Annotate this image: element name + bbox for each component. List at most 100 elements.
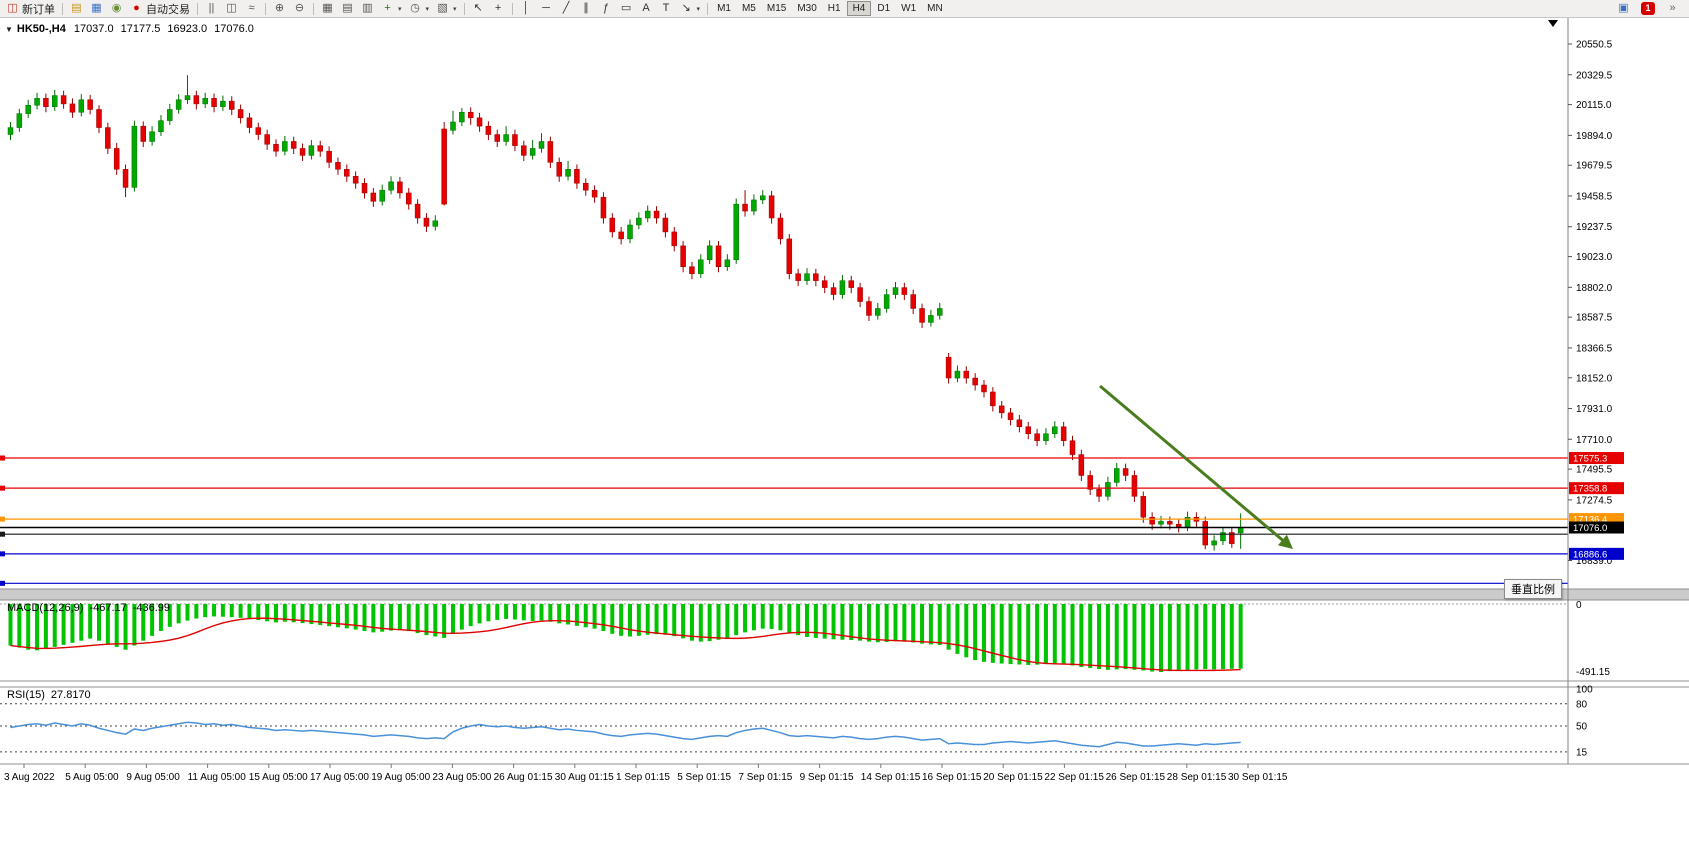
candlestick (414, 199, 421, 224)
chart-collapse-icon[interactable]: ▼ (5, 25, 13, 34)
chart-bars-icon[interactable]: || (202, 1, 221, 17)
candlestick (1220, 526, 1226, 546)
candlestick (724, 254, 731, 271)
zoom-out-icon[interactable]: ⊖ (290, 1, 309, 17)
candle-body (1237, 527, 1244, 534)
timeframe-button-w1[interactable]: W1 (901, 3, 917, 14)
time-axis-label: 30 Sep 01:15 (1228, 772, 1288, 783)
macd-histogram-bar (566, 604, 571, 625)
cursor-icon[interactable]: ↖ (469, 1, 488, 17)
trendline-icon[interactable]: ╱ (557, 1, 576, 17)
data-window-icon[interactable]: ▦ (87, 1, 106, 17)
candlestick (1211, 535, 1217, 551)
line-handle[interactable] (0, 551, 5, 557)
chart-candles-icon[interactable]: ◫ (222, 1, 241, 17)
indicators-add-icon[interactable]: + ▾ (378, 1, 405, 17)
timeframe-button-m5[interactable]: M5 (741, 3, 756, 14)
line-handle[interactable] (0, 531, 5, 537)
vertical-scale-tooltip: 垂直比例 (1504, 579, 1562, 599)
time-axis-label: 14 Sep 01:15 (861, 772, 921, 783)
line-handle[interactable] (0, 485, 5, 491)
channel-icon[interactable]: ∥ (577, 1, 596, 17)
chart-line-icon[interactable]: ≈ (242, 1, 261, 17)
text-icon[interactable]: A (637, 1, 656, 17)
trendline-icon: ╱ (562, 2, 570, 14)
timeframe-button-m15[interactable]: M15 (766, 3, 787, 14)
macd-histogram-bar (982, 604, 986, 662)
arrows-icon[interactable]: ↘ ▾ (677, 1, 704, 17)
new-chart-icon[interactable]: ▣ (1614, 1, 1633, 17)
auto-trading-button[interactable]: ● 自动交易 (127, 1, 193, 17)
candle-body (1016, 419, 1023, 428)
text-label-icon[interactable]: T (657, 1, 676, 17)
macd-histogram-bar (318, 604, 323, 626)
candle-body (1069, 440, 1076, 455)
price-axis-label: 19894.0 (1576, 131, 1613, 142)
macd-histogram-bar (132, 604, 137, 646)
navigator-icon[interactable]: ◉ (107, 1, 126, 17)
line-handle[interactable] (0, 580, 5, 586)
candle-body (1211, 540, 1217, 546)
price-axis-label: 17274.5 (1576, 495, 1613, 506)
shapes-icon[interactable]: ▭ (617, 1, 636, 17)
candlestick (963, 366, 970, 384)
timeframe-button-m30[interactable]: M30 (797, 3, 817, 14)
macd-histogram-bar (805, 604, 809, 637)
candle-body (167, 109, 173, 121)
templates-icon[interactable]: ▧ ▾ (433, 1, 460, 17)
trend-arrow-head[interactable] (1277, 534, 1293, 549)
timeframe-button-d1[interactable]: D1 (877, 3, 891, 14)
line-handle[interactable] (0, 455, 5, 461)
price-axis-label: 18152.0 (1576, 373, 1613, 384)
panel-splitter[interactable] (0, 589, 1689, 600)
tile-windows-icon[interactable]: ▦ (318, 1, 337, 17)
toolbar-overflow-icon[interactable]: » (1663, 1, 1682, 17)
market-watch-icon[interactable]: ▤ (67, 1, 86, 17)
candle-body (1060, 426, 1067, 441)
timeframe-button-m1[interactable]: M1 (717, 3, 731, 14)
candlestick (795, 268, 801, 287)
time-axis-label: 28 Sep 01:15 (1167, 772, 1227, 783)
candlestick (69, 98, 76, 118)
fibonacci-icon[interactable]: ƒ (597, 1, 616, 17)
time-axis-label: 17 Aug 05:00 (310, 772, 369, 783)
trend-arrow-line[interactable] (1099, 384, 1284, 542)
vertical-line-icon[interactable]: │ (517, 1, 536, 17)
arrange-windows-icon[interactable]: ▥ (358, 1, 377, 17)
line-handle[interactable] (0, 516, 5, 522)
toolbar-separator (707, 2, 709, 15)
candle-body (547, 141, 554, 163)
candle-body (423, 217, 430, 227)
cascade-windows-icon[interactable]: ▤ (338, 1, 357, 17)
new-order-button[interactable]: ◫ 新订单 (3, 1, 58, 17)
time-axis-label: 3 Aug 2022 (4, 772, 55, 783)
notification-badge[interactable]: 1 (1638, 1, 1658, 17)
crosshair-icon[interactable]: + (489, 1, 508, 17)
timeframe-button-h4[interactable]: H4 (846, 1, 872, 16)
candle-body (78, 99, 85, 113)
macd-histogram-bar (1079, 604, 1084, 667)
candlestick (96, 105, 102, 134)
macd-histogram-bar (141, 604, 146, 641)
cursor-icon: ↖ (473, 2, 483, 14)
macd-axis-label: 0 (1576, 600, 1582, 611)
candle-body (653, 210, 660, 219)
candle-body (875, 308, 881, 316)
timeframe-button-h1[interactable]: H1 (827, 3, 841, 14)
macd-histogram-bar (672, 604, 677, 637)
arrows-icon: ↘ (681, 2, 691, 14)
candle-body (760, 195, 766, 201)
zoom-in-icon[interactable]: ⊕ (270, 1, 289, 17)
tile-windows-icon: ▦ (322, 2, 333, 14)
periods-icon[interactable]: ◷ ▾ (406, 1, 433, 17)
candlestick (459, 108, 465, 127)
macd-histogram-bar (1114, 604, 1119, 670)
macd-histogram-bar (35, 604, 40, 651)
candlestick (1025, 421, 1031, 440)
rsi-axis-label: 100 (1576, 685, 1593, 696)
candle-body (945, 356, 952, 379)
timeframe-button-mn[interactable]: MN (927, 3, 943, 14)
horizontal-line-icon[interactable]: ─ (537, 1, 556, 17)
chart-shift-marker[interactable] (1548, 20, 1558, 27)
